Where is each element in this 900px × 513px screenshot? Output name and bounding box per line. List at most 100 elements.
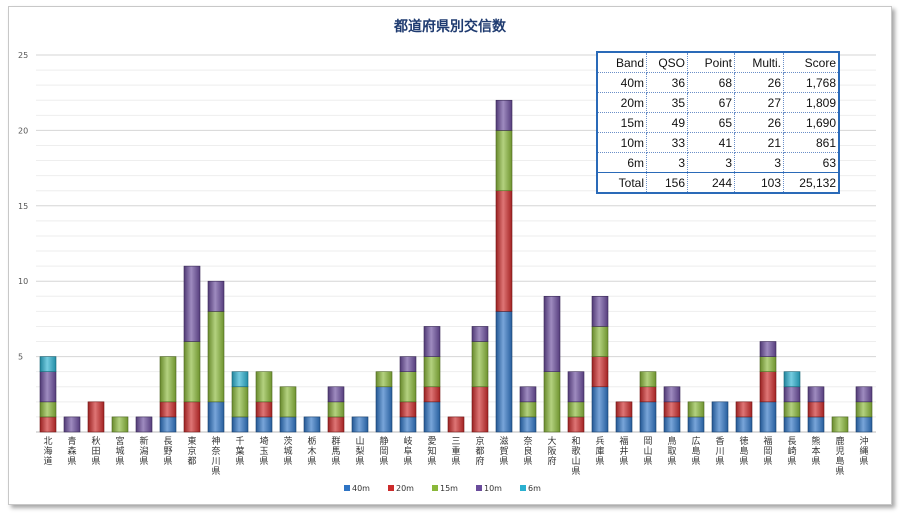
bar-segment	[807, 416, 825, 433]
score-cell: 68	[687, 72, 735, 93]
bar-segment	[807, 386, 825, 403]
bar-segment	[231, 386, 249, 418]
bar-segment	[183, 265, 201, 342]
bar-segment	[783, 386, 801, 403]
bar-segment	[399, 401, 417, 418]
x-tick-label: 沖縄県	[859, 435, 868, 467]
bar-segment	[375, 371, 393, 388]
bar-segment	[159, 401, 177, 418]
score-cell: 49	[646, 112, 688, 133]
score-cell: 26	[734, 112, 784, 133]
x-tick-label: 千葉県	[235, 436, 244, 467]
x-tick-label: 鹿児島県	[835, 435, 844, 477]
score-cell: 33	[646, 132, 688, 153]
x-tick-label: 茨城県	[283, 435, 292, 467]
bar-segment	[783, 371, 801, 388]
bar-segment	[87, 401, 105, 433]
x-tick-label: 鳥取県	[667, 435, 676, 467]
score-cell: 3	[687, 152, 735, 173]
bar-segment	[783, 416, 801, 433]
score-cell: 20m	[596, 92, 647, 113]
legend-swatch	[520, 485, 526, 491]
bar-segment	[39, 356, 57, 372]
x-tick-label: 宮城県	[115, 435, 124, 467]
score-cell: 103	[734, 172, 784, 194]
bar-segment	[855, 401, 873, 418]
x-tick-label: 香川県	[715, 436, 724, 467]
bar-segment	[255, 401, 273, 418]
score-cell: 1,690	[783, 112, 840, 133]
bar-segment	[423, 356, 441, 388]
x-tick-label: 山梨県	[355, 436, 364, 467]
bar-segment	[207, 401, 225, 433]
score-row: Band QSO Point Multi. Score	[596, 51, 840, 73]
x-tick-label: 愛知県	[427, 435, 436, 467]
x-tick-label: 岡山県	[643, 436, 652, 467]
legend-label: 20m	[396, 484, 414, 493]
score-cell: Total	[596, 172, 647, 194]
y-tick-label: 10	[18, 277, 28, 286]
bar-segment	[231, 416, 249, 433]
x-tick-label: 長野県	[163, 436, 172, 467]
score-cell: 1,809	[783, 92, 840, 113]
legend-swatch	[432, 485, 438, 491]
x-tick-label: 青森県	[67, 435, 76, 467]
bar-segment	[399, 416, 417, 433]
score-cell: Multi.	[734, 51, 784, 73]
bar-segment	[279, 386, 297, 418]
x-tick-label: 秋田県	[91, 435, 100, 467]
score-row: 10m 33 41 21 861	[596, 132, 840, 153]
bar-segment	[807, 401, 825, 418]
bar-segment	[519, 401, 537, 418]
x-tick-label: 大阪府	[547, 435, 556, 467]
score-cell: 63	[783, 152, 840, 173]
score-cell: 67	[687, 92, 735, 113]
score-cell: Point	[687, 51, 735, 73]
bar-segment	[519, 386, 537, 403]
bar-segment	[591, 326, 609, 357]
x-tick-label: 広島県	[691, 435, 700, 467]
bar-segment	[471, 326, 489, 342]
x-tick-label: 岐阜県	[403, 435, 412, 467]
bar-segment	[183, 341, 201, 403]
bar-segment	[39, 416, 57, 433]
score-cell: 244	[687, 172, 735, 194]
legend-swatch	[476, 485, 482, 491]
bar-segment	[591, 356, 609, 388]
score-cell: 15m	[596, 112, 647, 133]
x-tick-label: 徳島県	[739, 435, 748, 467]
bar-segment	[759, 401, 777, 433]
bar-segment	[207, 280, 225, 312]
legend-label: 15m	[440, 484, 458, 493]
score-cell: 41	[687, 132, 735, 153]
bar-segment	[495, 130, 513, 192]
legend-label: 6m	[528, 484, 541, 493]
score-cell: Score	[783, 51, 840, 73]
bar-segment	[759, 371, 777, 403]
x-tick-label: 滋賀県	[499, 435, 508, 467]
bar-segment	[111, 416, 129, 433]
x-tick-label: 奈良県	[523, 435, 532, 467]
score-cell: 3	[646, 152, 688, 173]
bar-segment	[495, 99, 513, 131]
bar-segment	[639, 371, 657, 388]
bar-segment	[135, 416, 153, 433]
bar-segment	[375, 386, 393, 433]
score-cell: 3	[734, 152, 784, 173]
bar-segment	[735, 416, 753, 433]
bar-segment	[399, 356, 417, 372]
bar-segment	[327, 416, 345, 433]
bar-segment	[303, 416, 321, 433]
score-total-row: Total 156 244 103 25,132	[596, 172, 840, 194]
bar-segment	[471, 341, 489, 388]
bar-segment	[39, 371, 57, 403]
bar-segment	[423, 386, 441, 403]
bar-segment	[399, 371, 417, 403]
y-axis: 5 10 15 20 25	[18, 51, 28, 362]
bar-segment	[519, 416, 537, 433]
bar-segment	[687, 401, 705, 418]
x-tick-label: 熊本県	[811, 435, 820, 467]
bar-segment	[255, 416, 273, 433]
score-cell: Band	[596, 51, 647, 73]
score-cell: 25,132	[783, 172, 840, 194]
